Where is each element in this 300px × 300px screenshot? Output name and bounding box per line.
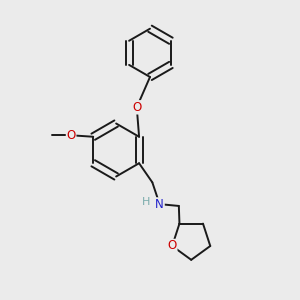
- Text: N: N: [155, 198, 164, 211]
- Text: O: O: [67, 129, 76, 142]
- Text: O: O: [132, 101, 141, 114]
- Text: H: H: [142, 197, 151, 207]
- Text: O: O: [168, 239, 177, 253]
